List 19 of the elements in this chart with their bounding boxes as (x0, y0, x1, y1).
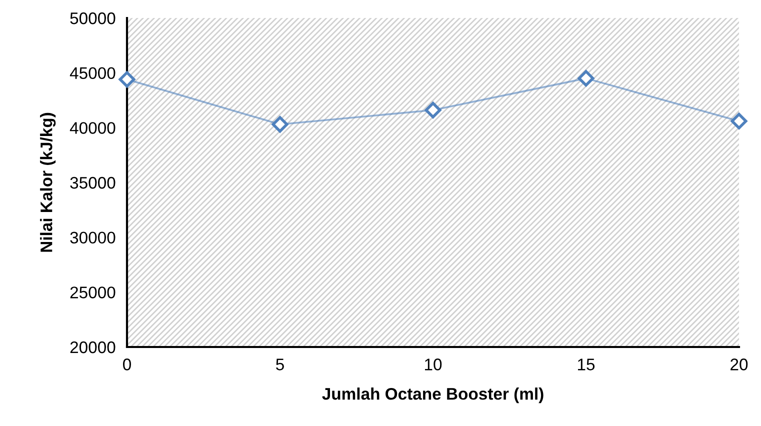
y-axis-title: Nilai Kalor (kJ/kg) (40, 112, 56, 252)
x-tick-label: 0 (123, 358, 131, 370)
point (272, 116, 288, 133)
x-tick-label: 10 (425, 358, 442, 370)
point (578, 70, 594, 87)
y-tick-label: 45000 (70, 67, 116, 80)
y-tick-label: 25000 (70, 286, 116, 298)
point (730, 112, 748, 130)
point (118, 71, 136, 88)
y-tick-label: 20000 (70, 341, 116, 354)
x-axis-title: Jumlah Octane Booster (ml) (322, 388, 544, 404)
y-tick-label: 40000 (70, 122, 116, 134)
y-tick-label: 30000 (70, 232, 116, 244)
x-tick-label: 20 (730, 358, 748, 370)
y-tick-label: 35000 (70, 176, 116, 189)
point (424, 102, 442, 118)
y-tick-label: 50000 (70, 12, 116, 24)
x-tick-label: 5 (276, 358, 284, 370)
x-tick-label: 15 (578, 358, 595, 370)
